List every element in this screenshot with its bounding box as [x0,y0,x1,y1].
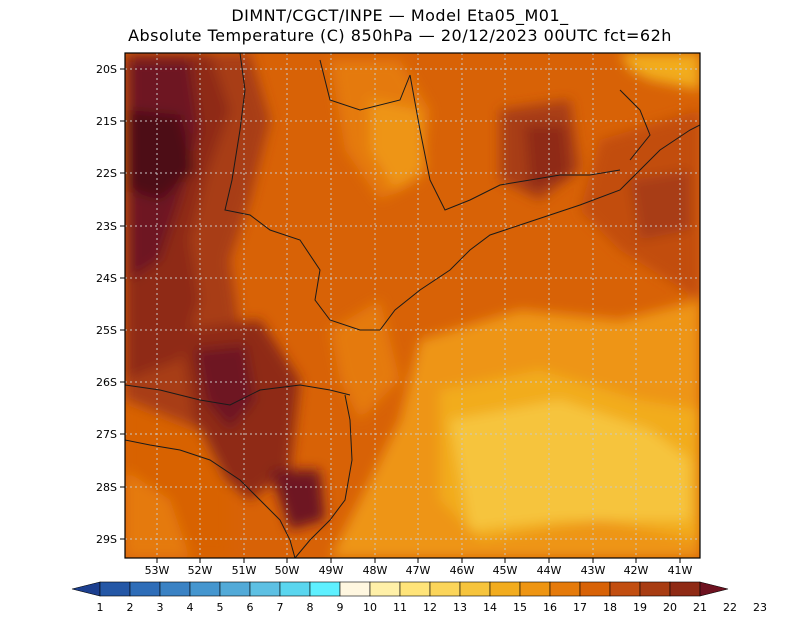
colorbar [71,581,729,597]
title-line-2: Absolute Temperature (C) 850hPa — 20/12/… [128,26,672,45]
colorbar-swatch [549,581,581,597]
lat-label: 25S [96,324,117,337]
colorbar-swatch [639,581,671,597]
lon-label: 45W [493,564,518,577]
lon-label: 44W [537,564,562,577]
colorbar-swatch [129,581,161,597]
colorbar-label: 8 [307,601,314,614]
colorbar-swatch [459,581,491,597]
lon-ticks: 53W 52W 51W 50W 49W 48W 47W 46W 45W 44W … [145,558,693,577]
lat-label: 24S [96,272,117,285]
title-line-1: DIMNT/CGCT/INPE — Model Eta05_M01_ [231,6,569,25]
colorbar-label: 7 [277,601,284,614]
colorbar-left-arrow [71,581,101,597]
colorbar-label: 23 [753,601,767,614]
colorbar-label: 3 [157,601,164,614]
colorbar-swatch [519,581,551,597]
colorbar-label: 15 [513,601,527,614]
colorbar-label: 10 [363,601,377,614]
colorbar-swatch [249,581,281,597]
colorbar-swatch [669,581,701,597]
colorbar-label: 14 [483,601,497,614]
colorbar-label: 17 [573,601,587,614]
colorbar-label: 6 [247,601,254,614]
colorbar-label: 9 [337,601,344,614]
colorbar-label: 20 [663,601,677,614]
colorbar-swatch [309,581,341,597]
lon-label: 53W [145,564,170,577]
lon-label: 52W [188,564,213,577]
colorbar-swatch [339,581,371,597]
colorbar-swatch [429,581,461,597]
lon-label: 50W [275,564,300,577]
colorbar-labels: 1 2 3 4 5 6 7 8 9 10 11 12 13 14 15 16 17 18 19 20 21 22 23 [97,601,768,614]
colorbar-swatch [189,581,221,597]
colorbar-swatch [369,581,401,597]
colorbar-label: 13 [453,601,467,614]
colorbar-label: 19 [633,601,647,614]
colorbar-label: 11 [393,601,407,614]
lat-ticks: 20S 21S 22S 23S 24S 25S 26S 27S 28S 29S [96,63,125,546]
colorbar-label: 5 [217,601,224,614]
lon-label: 49W [319,564,344,577]
colorbar-swatch [579,581,611,597]
colorbar-label: 21 [693,601,707,614]
lat-label: 28S [96,481,117,494]
colorbar-label: 1 [97,601,104,614]
colorbar-label: 12 [423,601,437,614]
colorbar-right-arrow [699,581,729,597]
lon-label: 43W [581,564,606,577]
colorbar-swatch [159,581,191,597]
lat-label: 29S [96,533,117,546]
map-frame [124,52,701,559]
colorbar-label: 2 [127,601,134,614]
colorbar-label: 22 [723,601,737,614]
colorbar-label: 4 [187,601,194,614]
lon-label: 48W [363,564,388,577]
colorbar-swatch [489,581,521,597]
lat-label: 23S [96,220,117,233]
lat-label: 22S [96,167,117,180]
lon-label: 46W [450,564,475,577]
boundaries [125,53,700,558]
temperature-field [125,53,700,558]
lat-label: 27S [96,428,117,441]
lon-label: 41W [668,564,693,577]
colorbar-swatch [279,581,311,597]
colorbar-swatch [99,581,131,597]
lon-label: 42W [624,564,649,577]
lat-label: 20S [96,63,117,76]
lon-label: 47W [406,564,431,577]
colorbar-swatch [399,581,431,597]
grid-lines [125,53,700,558]
colorbar-swatch [219,581,251,597]
colorbar-label: 18 [603,601,617,614]
colorbar-label: 16 [543,601,557,614]
colorbar-swatch [609,581,641,597]
lat-label: 26S [96,376,117,389]
lat-label: 21S [96,115,117,128]
lon-label: 51W [232,564,257,577]
